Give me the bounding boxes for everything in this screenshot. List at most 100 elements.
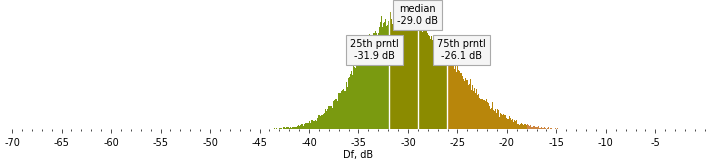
Bar bbox=[302, 124, 303, 129]
Bar bbox=[285, 128, 286, 129]
Bar bbox=[319, 115, 320, 129]
Bar bbox=[295, 127, 296, 129]
Bar bbox=[418, 19, 419, 129]
Bar bbox=[400, 10, 401, 129]
Bar bbox=[394, 11, 395, 129]
Bar bbox=[419, 19, 420, 129]
Bar bbox=[490, 109, 491, 129]
Bar bbox=[485, 101, 486, 129]
Bar bbox=[483, 100, 484, 129]
Bar bbox=[408, 19, 409, 129]
Bar bbox=[350, 71, 352, 129]
Bar bbox=[417, 26, 418, 129]
Bar bbox=[415, 17, 416, 129]
Bar bbox=[324, 113, 325, 129]
Bar bbox=[303, 126, 304, 129]
Bar bbox=[395, 15, 396, 129]
Bar bbox=[287, 127, 288, 129]
Bar bbox=[432, 39, 434, 129]
Bar bbox=[509, 116, 510, 129]
Bar bbox=[472, 84, 474, 129]
Bar bbox=[296, 127, 297, 129]
Bar bbox=[376, 33, 377, 129]
Bar bbox=[280, 128, 281, 129]
Bar bbox=[462, 76, 464, 129]
Bar bbox=[390, 12, 391, 129]
Bar bbox=[372, 46, 374, 129]
Bar bbox=[331, 106, 332, 129]
Bar bbox=[297, 126, 298, 129]
Bar bbox=[403, 12, 404, 129]
Bar bbox=[474, 88, 475, 129]
Bar bbox=[550, 128, 552, 129]
Text: 25th prntl
-31.9 dB: 25th prntl -31.9 dB bbox=[350, 39, 398, 61]
Bar bbox=[469, 84, 470, 129]
Bar bbox=[407, 16, 408, 129]
Bar bbox=[540, 127, 542, 129]
Bar bbox=[426, 25, 427, 129]
Bar bbox=[547, 128, 549, 129]
Bar bbox=[294, 127, 295, 129]
Bar bbox=[382, 27, 383, 129]
Bar bbox=[306, 123, 307, 129]
Bar bbox=[389, 26, 390, 129]
Bar bbox=[322, 115, 323, 129]
Bar bbox=[300, 125, 301, 129]
Bar bbox=[301, 124, 302, 129]
Bar bbox=[515, 121, 516, 129]
Bar bbox=[327, 109, 328, 129]
Bar bbox=[484, 100, 485, 129]
Bar bbox=[307, 123, 308, 129]
Bar bbox=[386, 26, 387, 129]
Bar bbox=[393, 21, 394, 129]
Bar bbox=[313, 121, 314, 129]
Bar bbox=[447, 53, 449, 129]
Bar bbox=[315, 120, 316, 129]
Bar bbox=[332, 108, 333, 129]
Bar bbox=[357, 60, 359, 129]
Bar bbox=[359, 61, 360, 129]
Bar bbox=[507, 119, 508, 129]
Bar bbox=[503, 114, 504, 129]
Bar bbox=[410, 15, 411, 129]
Bar bbox=[309, 121, 310, 129]
Bar bbox=[516, 120, 517, 129]
Bar bbox=[430, 36, 432, 129]
Bar bbox=[529, 126, 530, 129]
Bar bbox=[499, 117, 500, 129]
Bar bbox=[491, 108, 492, 129]
Bar bbox=[326, 111, 327, 129]
Bar bbox=[492, 102, 493, 129]
Bar bbox=[442, 50, 444, 129]
Bar bbox=[354, 65, 355, 129]
Bar bbox=[505, 115, 506, 129]
Bar bbox=[555, 128, 557, 129]
Bar bbox=[398, 27, 399, 129]
Bar bbox=[401, 18, 402, 129]
Bar bbox=[333, 101, 334, 129]
Bar bbox=[325, 109, 326, 129]
Bar bbox=[500, 113, 501, 129]
Bar bbox=[312, 120, 313, 129]
Bar bbox=[334, 100, 335, 129]
Bar bbox=[520, 124, 521, 129]
Bar bbox=[537, 126, 539, 129]
Bar bbox=[279, 128, 280, 129]
Bar bbox=[445, 60, 447, 129]
Bar bbox=[423, 28, 424, 129]
Bar bbox=[383, 23, 384, 129]
Bar bbox=[482, 99, 483, 129]
Bar bbox=[292, 127, 293, 129]
Bar bbox=[514, 120, 515, 129]
Bar bbox=[284, 127, 285, 129]
Bar bbox=[518, 124, 519, 129]
Bar bbox=[435, 47, 437, 129]
Bar bbox=[502, 115, 503, 129]
Bar bbox=[428, 35, 429, 129]
Bar bbox=[387, 25, 388, 129]
Bar bbox=[519, 125, 520, 129]
Bar bbox=[281, 128, 282, 129]
Bar bbox=[411, 24, 412, 129]
Bar bbox=[299, 126, 300, 129]
Bar bbox=[381, 16, 382, 129]
